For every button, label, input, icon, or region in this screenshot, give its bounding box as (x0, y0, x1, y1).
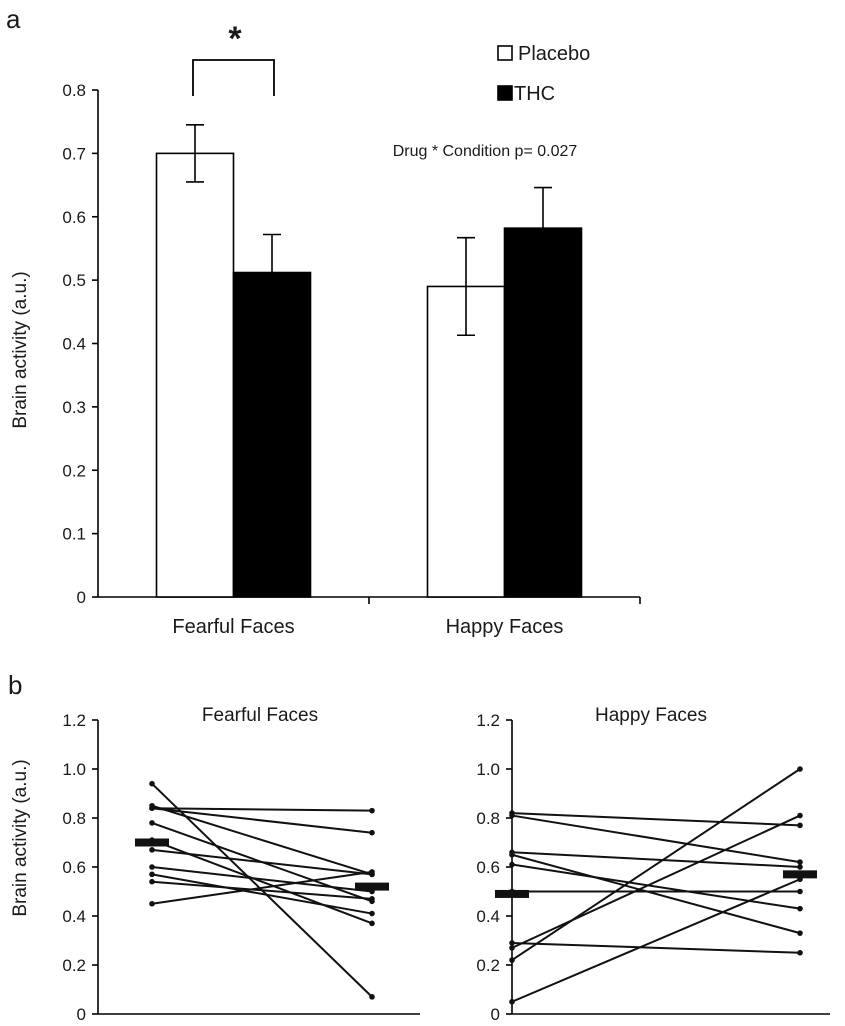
x-tick-label: Fearful Faces (172, 616, 294, 638)
subject-line (151, 839, 373, 925)
happy-faces-subject-plot: Happy Faces 00.20.40.60.81.01.2PlaceboTH… (476, 705, 830, 1024)
y-tick-label: 1.0 (62, 760, 86, 779)
subject-point (149, 871, 155, 878)
bar-thc (503, 227, 583, 598)
subject-point (149, 820, 155, 826)
y-tick-label: 1.0 (476, 760, 500, 779)
placebo-mean-marker (135, 838, 169, 847)
subject-point (797, 812, 803, 819)
y-tick-label: 0.6 (62, 858, 86, 877)
y-tick-label: 1.2 (62, 711, 86, 730)
legend-thc-label: THC (514, 83, 555, 105)
subject-line (511, 814, 801, 949)
bar-placebo (155, 152, 235, 598)
y-tick-label: 0.8 (62, 81, 86, 100)
bar-thc (232, 271, 312, 598)
subject-point (797, 905, 803, 912)
interaction-annotation: Drug * Condition p= 0.027 (393, 143, 578, 160)
placebo-mean-marker (495, 889, 529, 898)
subject-line (511, 851, 801, 868)
y-tick-label: 0.3 (62, 398, 86, 417)
subject-line (151, 804, 373, 876)
subject-point (149, 847, 155, 853)
x-tick-label: Happy Faces (446, 616, 564, 638)
y-tick-label: 0.4 (62, 907, 86, 926)
subject-point (797, 822, 803, 829)
y-tick-label: 0.5 (62, 271, 86, 290)
panel-a-label: a (6, 4, 21, 34)
subject-line (151, 870, 373, 905)
subject-point (369, 994, 375, 1000)
subject-line (511, 812, 801, 827)
y-axis-label: Brain activity (a.u.) (10, 271, 31, 428)
y-axis-label: Brain activity (a.u.) (10, 759, 31, 916)
subject-line (511, 863, 801, 910)
subject-line (151, 807, 373, 834)
legend: Placebo THC (497, 43, 590, 105)
subject-line (151, 873, 373, 915)
significance-star: * (228, 20, 242, 58)
y-tick-label: 0.4 (476, 907, 500, 926)
subject-point (797, 766, 803, 772)
subject-point (369, 920, 375, 927)
subject-point (509, 851, 515, 858)
subject-line (151, 807, 373, 812)
subject-point (797, 888, 803, 895)
y-tick-label: 0.2 (476, 956, 500, 975)
subject-point (797, 859, 803, 865)
subject-point (509, 861, 515, 868)
significance-bracket (192, 59, 275, 96)
subject-point (509, 945, 515, 951)
y-tick-label: 0.6 (62, 208, 86, 227)
y-tick-label: 0.2 (62, 956, 86, 975)
subject-line (511, 941, 801, 954)
subject-point (149, 864, 155, 870)
y-tick-label: 0.1 (62, 525, 86, 544)
subject-point (369, 829, 375, 836)
subject-line (511, 878, 801, 1003)
subplot-title: Fearful Faces (202, 705, 318, 726)
thc-mean-marker (783, 870, 817, 879)
y-tick-label: 1.2 (476, 711, 500, 730)
subject-line (511, 768, 801, 961)
y-tick-label: 0 (77, 588, 86, 607)
subplot-title: Happy Faces (595, 705, 707, 726)
subject-point (369, 807, 375, 814)
fearful-faces-subject-plot: Brain activity (a.u.) Fearful Faces 0 0.2… (10, 705, 420, 1024)
bar-chart: Brain activity (a.u.) * Drug * Condition… (10, 20, 641, 638)
subject-point (509, 940, 515, 946)
subject-point (369, 910, 375, 917)
subject-point (149, 878, 155, 885)
subject-line (511, 814, 801, 864)
subject-line (151, 880, 373, 900)
subject-point (369, 896, 375, 902)
y-tick-label: 0 (491, 1005, 500, 1024)
y-tick-label: 0 (77, 1005, 86, 1024)
subject-point (797, 949, 803, 956)
subject-point (509, 812, 515, 819)
subject-point (149, 780, 155, 787)
legend-placebo-swatch (497, 45, 513, 61)
thc-mean-marker (355, 882, 389, 891)
y-tick-label: 0.6 (476, 858, 500, 877)
y-tick-label: 0.8 (62, 809, 86, 828)
subject-point (369, 869, 375, 875)
subject-point (797, 864, 803, 870)
subject-point (509, 957, 515, 963)
y-tick-label: 0.4 (62, 335, 86, 354)
y-tick-label: 0.2 (62, 461, 86, 480)
y-tick-label: 0.8 (476, 809, 500, 828)
subject-point (797, 930, 803, 936)
y-tick-label: 0.7 (62, 144, 86, 163)
legend-thc-swatch (497, 85, 513, 101)
panel-b-label: b (8, 670, 22, 700)
subject-line (511, 853, 801, 935)
legend-placebo-label: Placebo (518, 43, 590, 65)
subject-line (151, 866, 373, 893)
subject-point (149, 900, 155, 907)
subject-point (149, 805, 155, 811)
subject-point (509, 998, 515, 1005)
